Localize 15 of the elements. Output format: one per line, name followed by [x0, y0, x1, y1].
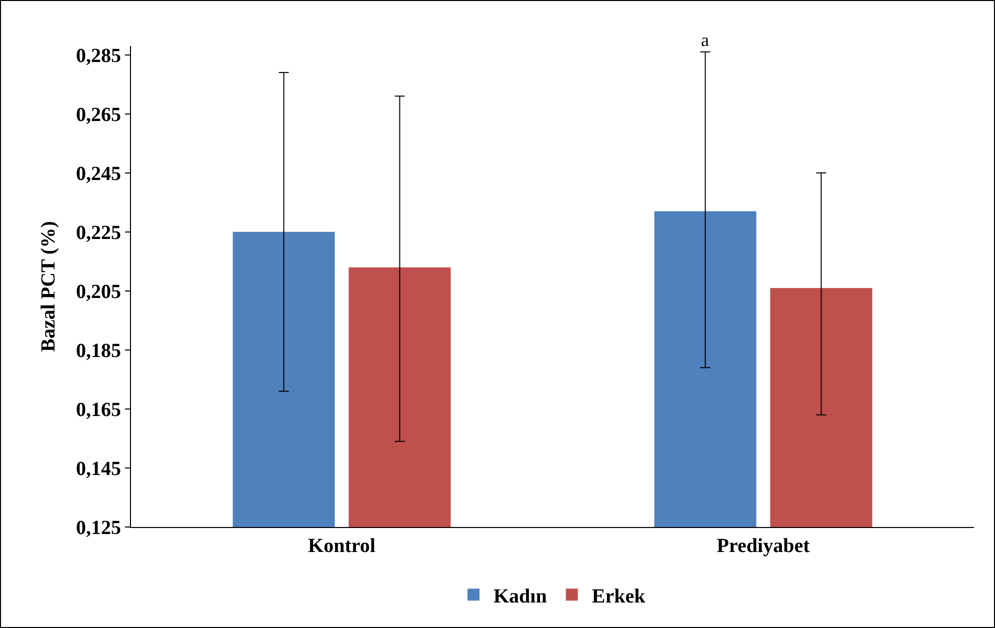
y-tick-label: 0,125: [76, 517, 121, 539]
x-tick-label: Prediyabet: [716, 535, 810, 557]
y-tick-label: 0,225: [76, 222, 121, 244]
x-tick-label: Kontrol: [308, 535, 376, 557]
y-tick-label: 0,165: [76, 398, 121, 421]
y-tick-label: 0,265: [76, 104, 121, 126]
legend-label: Erkek: [592, 585, 646, 608]
y-tick-label: 0,145: [76, 458, 121, 480]
y-tick-label: 0,185: [76, 340, 121, 362]
legend-label: Kadın: [494, 585, 547, 608]
y-tick-label: 0,245: [76, 162, 121, 185]
annotation: a: [701, 30, 709, 50]
y-axis-title: Bazal PCT (%): [38, 221, 60, 352]
y-tick-label: 0,205: [76, 280, 121, 303]
y-tick-label: 0,285: [76, 44, 121, 67]
